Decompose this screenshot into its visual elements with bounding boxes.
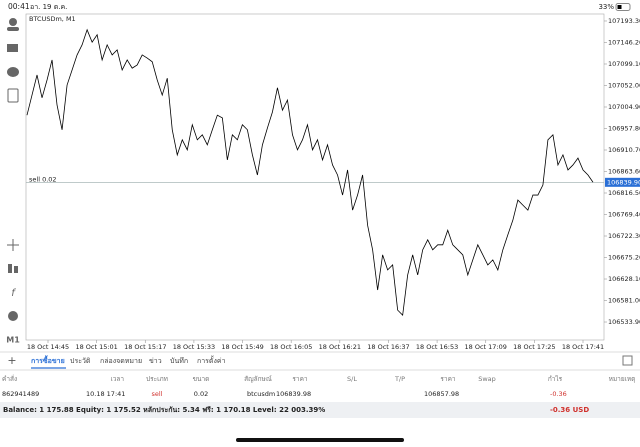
objects-icon[interactable]	[8, 311, 18, 321]
y-tick-label: 106533.90	[608, 318, 640, 326]
status-time: 00:41	[8, 2, 30, 11]
cell-current-price: 106857.98	[424, 390, 459, 398]
x-tick-label: 18 Oct 17:09	[465, 343, 507, 351]
cell-volume: 0.02	[194, 390, 208, 398]
cell-type: sell	[152, 390, 163, 398]
chart-title: BTCUSDm, M1	[29, 15, 76, 23]
y-tick-label: 106910.70	[608, 146, 640, 154]
cell-profit: -0.36	[550, 390, 567, 398]
home-indicator	[236, 438, 404, 442]
cell-time: 10.18 17:41	[86, 390, 125, 398]
left-toolbar: f	[7, 18, 19, 321]
timeframe[interactable]: M1	[6, 336, 20, 345]
y-tick-label: 106722.30	[608, 232, 640, 240]
y-tick-label: 106581.00	[608, 297, 640, 305]
trade-icon[interactable]	[7, 44, 18, 52]
table-header: ประเภท	[146, 375, 168, 383]
x-tick-label: 18 Oct 16:05	[270, 343, 312, 351]
x-tick-label: 18 Oct 17:41	[562, 343, 604, 351]
account-icon-body	[7, 27, 19, 31]
balance-profit: -0.36 USD	[550, 406, 589, 414]
table-header: ราคา	[292, 375, 307, 383]
x-tick-label: 18 Oct 16:53	[416, 343, 458, 351]
x-tick-label: 18 Oct 15:01	[75, 343, 117, 351]
cell-price: 106839.98	[276, 390, 311, 398]
y-tick-label: 106957.80	[608, 124, 640, 132]
y-tick-label: 106675.20	[608, 254, 640, 262]
new-icon[interactable]	[7, 88, 19, 103]
table-header: ราคา	[440, 375, 455, 383]
candle-icon[interactable]	[8, 264, 12, 273]
y-tick-label: 106628.10	[608, 275, 640, 283]
table-header: สัญลักษณ์	[244, 375, 272, 383]
layout-button[interactable]	[622, 355, 633, 366]
price-tag	[605, 177, 640, 187]
cell-symbol: btcusdm	[247, 390, 275, 398]
tab[interactable]: กล่องจดหมาย	[100, 357, 142, 365]
tab[interactable]: การซื้อขาย	[31, 354, 65, 365]
x-tick-label: 18 Oct 16:21	[319, 343, 361, 351]
price-line-label: sell 0.02	[29, 175, 57, 183]
x-tick-label: 18 Oct 17:25	[513, 343, 555, 351]
tab[interactable]: การตั้งค่า	[197, 354, 226, 365]
price-line-series	[26, 28, 594, 316]
table-header: กำไร	[548, 375, 563, 383]
chart-frame	[25, 13, 605, 341]
account-icon[interactable]	[9, 18, 17, 26]
add-button[interactable]: +	[7, 354, 16, 367]
cell-order: 862941489	[2, 390, 39, 398]
y-tick-label: 106816.50	[608, 189, 640, 197]
tab[interactable]: ข่าว	[149, 357, 162, 365]
table-header: หมายเหตุ	[609, 375, 636, 383]
x-tick-label: 18 Oct 15:49	[221, 343, 263, 351]
y-tick-label: 107193.30	[608, 17, 640, 25]
y-tick-label: 106769.40	[608, 211, 640, 219]
table-header: T/P	[394, 375, 405, 383]
status-date: อา. 19 ต.ค.	[30, 3, 67, 11]
y-tick-label: 107099.10	[608, 60, 640, 68]
indicator-icon[interactable]: f	[11, 288, 16, 299]
tab[interactable]: บันทึก	[170, 356, 188, 365]
chat-icon[interactable]	[7, 67, 19, 77]
tab[interactable]: ประวัติ	[70, 357, 91, 365]
balance-bar	[0, 402, 640, 418]
x-tick-label: 18 Oct 15:17	[124, 343, 166, 351]
x-tick-label: 18 Oct 15:33	[173, 343, 215, 351]
y-tick-label: 107052.00	[608, 81, 640, 89]
y-tick-label: 107004.90	[608, 103, 640, 111]
x-tick-label: 18 Oct 14:45	[27, 343, 69, 351]
table-row[interactable]	[0, 387, 640, 401]
price-tag-label: 106839.90	[607, 178, 640, 186]
x-tick-label: 18 Oct 16:37	[367, 343, 409, 351]
table-header: S/L	[347, 375, 357, 383]
table-header: คำสั่ง	[2, 374, 17, 383]
battery-level	[617, 5, 622, 9]
battery-icon	[615, 3, 631, 11]
table-header: เวลา	[110, 375, 124, 383]
y-tick-label: 107146.20	[608, 38, 640, 46]
status-battery: 33%	[598, 3, 614, 11]
table-header: Swap	[478, 375, 496, 383]
candle-icon-2	[14, 266, 18, 273]
table-header: ขนาด	[193, 375, 210, 383]
balance-text: Balance: 1 175.88 Equity: 1 175.52 หลักป…	[3, 406, 325, 414]
y-tick-label: 106863.60	[608, 167, 640, 175]
